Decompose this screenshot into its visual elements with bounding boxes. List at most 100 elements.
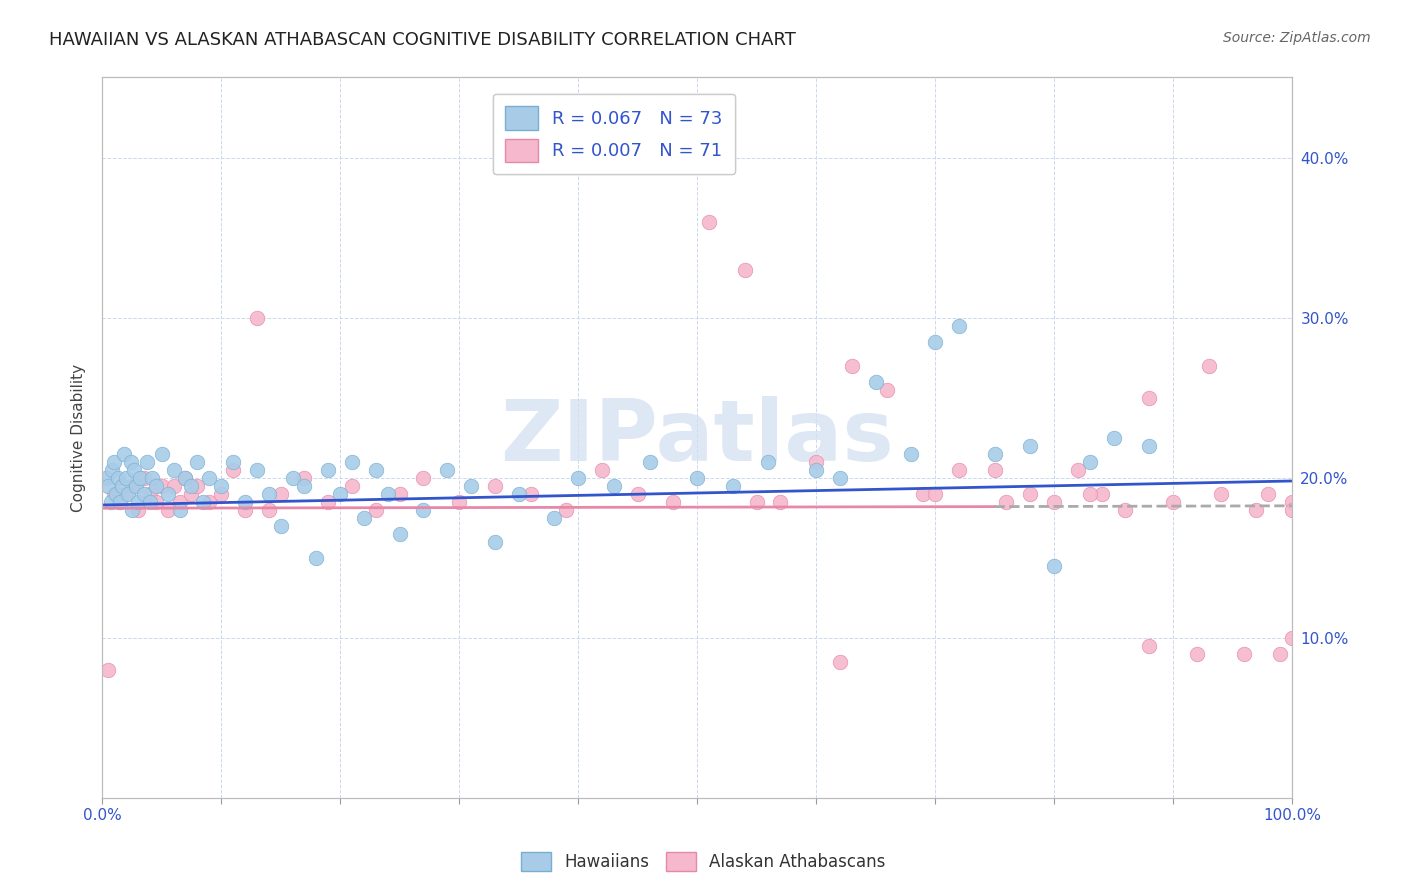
Point: [745, 495, 768, 509]
Point: [876, 383, 898, 397]
Y-axis label: Cognitive Disability: Cognitive Disability: [72, 364, 86, 512]
Point: [436, 463, 458, 477]
Legend: R = 0.067   N = 73, R = 0.007   N = 71: R = 0.067 N = 73, R = 0.007 N = 71: [492, 94, 735, 174]
Point: [139, 495, 162, 509]
Point: [145, 495, 167, 509]
Point: [209, 479, 232, 493]
Point: [555, 503, 578, 517]
Point: [449, 495, 471, 509]
Point: [377, 487, 399, 501]
Point: [145, 479, 167, 493]
Point: [316, 495, 339, 509]
Point: [841, 359, 863, 373]
Point: [186, 479, 208, 493]
Point: [100, 495, 122, 509]
Point: [1067, 463, 1090, 477]
Point: [543, 511, 565, 525]
Point: [1019, 439, 1042, 453]
Point: [169, 495, 191, 509]
Point: [1137, 439, 1160, 453]
Point: [107, 471, 129, 485]
Point: [246, 310, 269, 325]
Point: [1209, 487, 1232, 501]
Point: [150, 447, 173, 461]
Point: [108, 495, 131, 509]
Point: [117, 487, 139, 501]
Point: [948, 463, 970, 477]
Point: [1043, 558, 1066, 573]
Point: [103, 455, 125, 469]
Point: [912, 487, 935, 501]
Point: [1078, 487, 1101, 501]
Point: [222, 455, 245, 469]
Point: [638, 455, 661, 469]
Point: [294, 479, 316, 493]
Point: [257, 503, 280, 517]
Point: [305, 550, 328, 565]
Point: [1246, 503, 1268, 517]
Point: [721, 479, 744, 493]
Point: [769, 495, 792, 509]
Point: [150, 479, 173, 493]
Point: [198, 495, 221, 509]
Text: ZIPatlas: ZIPatlas: [501, 396, 894, 479]
Point: [1078, 455, 1101, 469]
Point: [1281, 631, 1303, 645]
Point: [316, 463, 339, 477]
Point: [1019, 487, 1042, 501]
Point: [127, 495, 149, 509]
Point: [364, 463, 387, 477]
Text: HAWAIIAN VS ALASKAN ATHABASCAN COGNITIVE DISABILITY CORRELATION CHART: HAWAIIAN VS ALASKAN ATHABASCAN COGNITIVE…: [49, 31, 796, 49]
Point: [209, 487, 232, 501]
Point: [156, 487, 179, 501]
Text: Source: ZipAtlas.com: Source: ZipAtlas.com: [1223, 31, 1371, 45]
Point: [270, 518, 292, 533]
Point: [108, 495, 131, 509]
Point: [412, 503, 434, 517]
Point: [294, 471, 316, 485]
Point: [340, 479, 363, 493]
Point: [186, 455, 208, 469]
Point: [156, 503, 179, 517]
Point: [340, 455, 363, 469]
Point: [1257, 487, 1279, 501]
Point: [120, 455, 142, 469]
Point: [127, 503, 149, 517]
Point: [136, 455, 159, 469]
Point: [364, 503, 387, 517]
Point: [1137, 639, 1160, 653]
Point: [591, 463, 613, 477]
Point: [412, 471, 434, 485]
Point: [519, 487, 541, 501]
Point: [180, 487, 202, 501]
Point: [1161, 495, 1184, 509]
Point: [697, 214, 720, 228]
Point: [115, 487, 138, 501]
Point: [139, 487, 162, 501]
Point: [100, 463, 122, 477]
Point: [484, 479, 506, 493]
Point: [948, 318, 970, 333]
Point: [758, 455, 780, 469]
Point: [662, 495, 685, 509]
Point: [233, 503, 256, 517]
Point: [121, 503, 143, 517]
Point: [567, 471, 589, 485]
Point: [97, 479, 120, 493]
Point: [270, 487, 292, 501]
Point: [388, 487, 411, 501]
Point: [1233, 647, 1256, 661]
Point: [111, 479, 134, 493]
Point: [983, 463, 1005, 477]
Point: [174, 471, 197, 485]
Point: [924, 334, 946, 349]
Point: [132, 487, 155, 501]
Point: [94, 471, 117, 485]
Point: [97, 663, 120, 677]
Point: [132, 471, 155, 485]
Point: [1268, 647, 1291, 661]
Point: [174, 471, 197, 485]
Point: [1102, 431, 1125, 445]
Point: [193, 495, 215, 509]
Point: [734, 262, 756, 277]
